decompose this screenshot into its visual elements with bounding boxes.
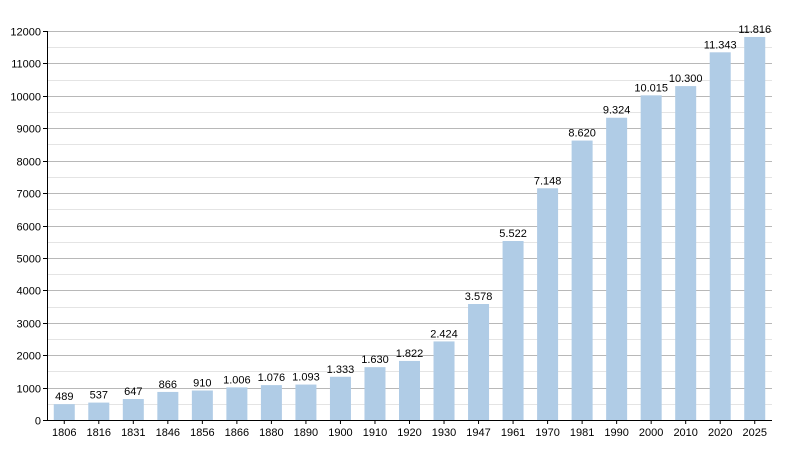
y-tick-label: 6000 <box>17 222 41 234</box>
bar <box>433 341 455 420</box>
bar <box>709 52 731 420</box>
data-label: 2.424 <box>430 328 458 340</box>
bar <box>295 384 317 420</box>
y-tick-label: 0 <box>35 416 41 428</box>
bar <box>640 95 662 421</box>
y-tick-label: 1000 <box>17 384 41 396</box>
data-label: 10.300 <box>669 73 703 85</box>
y-tick-label: 10000 <box>10 92 41 104</box>
x-tick-label: 1806 <box>52 427 76 439</box>
x-tick-label: 1856 <box>190 427 214 439</box>
data-label: 1.076 <box>258 372 286 384</box>
data-label: 11.343 <box>704 39 737 51</box>
y-tick-label: 7000 <box>17 189 41 201</box>
data-label: 11.816 <box>738 24 771 36</box>
bar <box>191 390 213 420</box>
x-tick-label: 1910 <box>363 427 387 439</box>
x-tick-label: 1880 <box>259 427 283 439</box>
x-tick-label: 2025 <box>742 427 766 439</box>
x-tick-label: 1816 <box>87 427 111 439</box>
x-tick-label: 2020 <box>708 427 732 439</box>
data-label: 8.620 <box>568 128 596 140</box>
x-tick-label: 1890 <box>294 427 318 439</box>
y-tick-label: 4000 <box>17 286 41 298</box>
x-tick-label: 1930 <box>432 427 456 439</box>
bar <box>226 387 248 420</box>
data-label: 10.015 <box>634 82 668 94</box>
x-tick-label: 2000 <box>639 427 663 439</box>
bar <box>88 402 110 420</box>
bar <box>537 188 559 420</box>
data-label: 1.093 <box>292 372 320 384</box>
bar <box>260 385 282 420</box>
bar <box>329 376 351 420</box>
bar <box>502 240 524 420</box>
y-tick-label: 8000 <box>17 157 41 169</box>
x-tick-label: 1981 <box>570 427 594 439</box>
x-tick-label: 1990 <box>604 427 628 439</box>
x-tick-label: 1846 <box>156 427 180 439</box>
data-label: 1.333 <box>327 364 355 376</box>
bar <box>675 86 697 420</box>
bar <box>744 36 766 421</box>
data-label: 647 <box>124 386 142 398</box>
x-tick-label: 2010 <box>673 427 697 439</box>
y-tick-label: 11000 <box>11 59 41 71</box>
bar <box>399 360 420 420</box>
bar <box>606 117 628 420</box>
data-label: 9.324 <box>603 105 631 117</box>
data-label: 910 <box>193 378 211 390</box>
data-label: 7.148 <box>534 175 562 187</box>
data-labels: 489 537 647 866 910 1.006 1.076 1.093 1.333 1.630… <box>55 24 771 403</box>
y-tick-label: 2000 <box>17 351 41 363</box>
data-label: 5.522 <box>499 228 527 240</box>
bars <box>53 36 766 421</box>
bar <box>468 304 490 420</box>
bar <box>364 367 386 420</box>
x-tick-label: 1900 <box>328 427 352 439</box>
x-tick-label: 1970 <box>535 427 559 439</box>
x-axis: 1806 1816 1831 1846 1856 1866 1880 1890 1900 1910… <box>47 420 772 439</box>
x-tick-label: 1920 <box>397 427 421 439</box>
data-label: 866 <box>159 379 177 391</box>
bar <box>157 391 179 420</box>
data-label: 1.006 <box>223 374 251 386</box>
data-label: 1.822 <box>396 348 424 360</box>
x-tick-label: 1961 <box>501 427 525 439</box>
x-tick-label: 1947 <box>466 427 490 439</box>
data-label: 489 <box>55 391 73 403</box>
y-tick-label: 12000 <box>10 27 41 39</box>
data-label: 537 <box>90 390 108 402</box>
data-label: 3.578 <box>465 291 493 303</box>
y-tick-label: 5000 <box>17 254 41 266</box>
bar <box>122 399 144 420</box>
bar <box>571 140 593 420</box>
y-tick-label: 9000 <box>17 124 41 136</box>
x-tick-label: 1866 <box>225 427 249 439</box>
y-tick-label: 3000 <box>17 319 41 331</box>
bar <box>53 404 75 420</box>
x-tick-label: 1831 <box>121 427 145 439</box>
data-label: 1.630 <box>361 354 389 366</box>
y-axis: 0 1000 2000 3000 4000 5000 6000 7000 8000 9000 100… <box>10 27 48 428</box>
